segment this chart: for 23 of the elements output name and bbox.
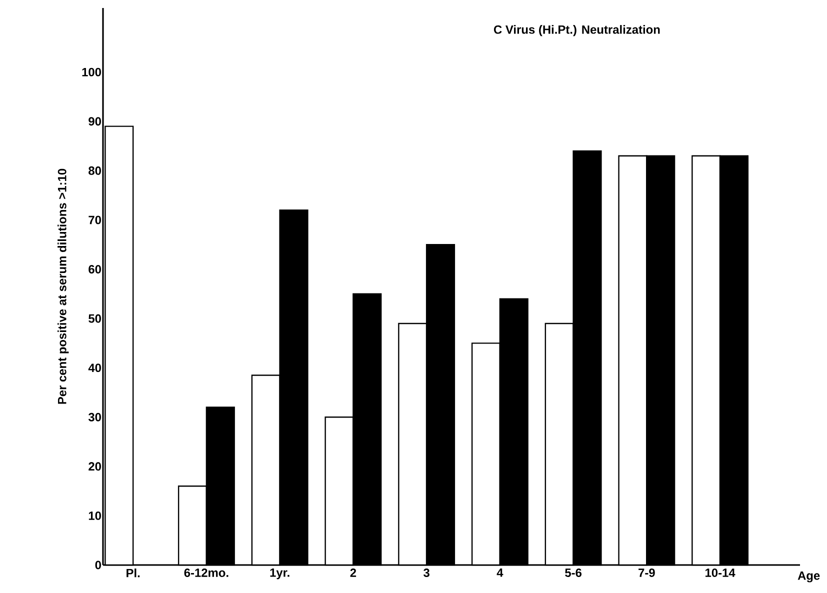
y-tick-label: 80 bbox=[88, 166, 101, 175]
y-axis-title: Per cent positive at serum dilutions >1:10 bbox=[58, 168, 69, 404]
y-tick-label: 20 bbox=[88, 462, 101, 471]
x-tick-label: 5-6 bbox=[565, 568, 582, 577]
text: C Virus (Hi.Pt.) Neutralization bbox=[494, 25, 660, 36]
x-tick-label: 1yr. bbox=[270, 568, 290, 580]
x-tick-label: 2 bbox=[350, 568, 356, 577]
y-tick-label: 30 bbox=[88, 412, 101, 422]
y-tick-label: 50 bbox=[88, 314, 101, 323]
y-tick-label: 10 bbox=[88, 511, 101, 520]
y-tick-label: 70 bbox=[88, 216, 101, 224]
y-tick-label: 0 bbox=[95, 560, 101, 570]
y-tick-label: 90 bbox=[88, 117, 101, 126]
x-tick-label: 10-14 bbox=[706, 568, 736, 577]
y-tick-label: 40 bbox=[88, 364, 101, 372]
x-tick-label: 3 bbox=[424, 568, 430, 578]
x-tick-label: 4 bbox=[496, 568, 504, 577]
y-tick-label: 100 bbox=[82, 68, 101, 76]
x-axis-title: Age bbox=[798, 572, 820, 582]
x-tick-label: 7-9 bbox=[638, 568, 655, 577]
y-tick-label: 60 bbox=[88, 265, 101, 274]
x-tick-label: Pl. bbox=[126, 568, 140, 578]
x-tick-label: 6-12mo. bbox=[184, 568, 228, 577]
